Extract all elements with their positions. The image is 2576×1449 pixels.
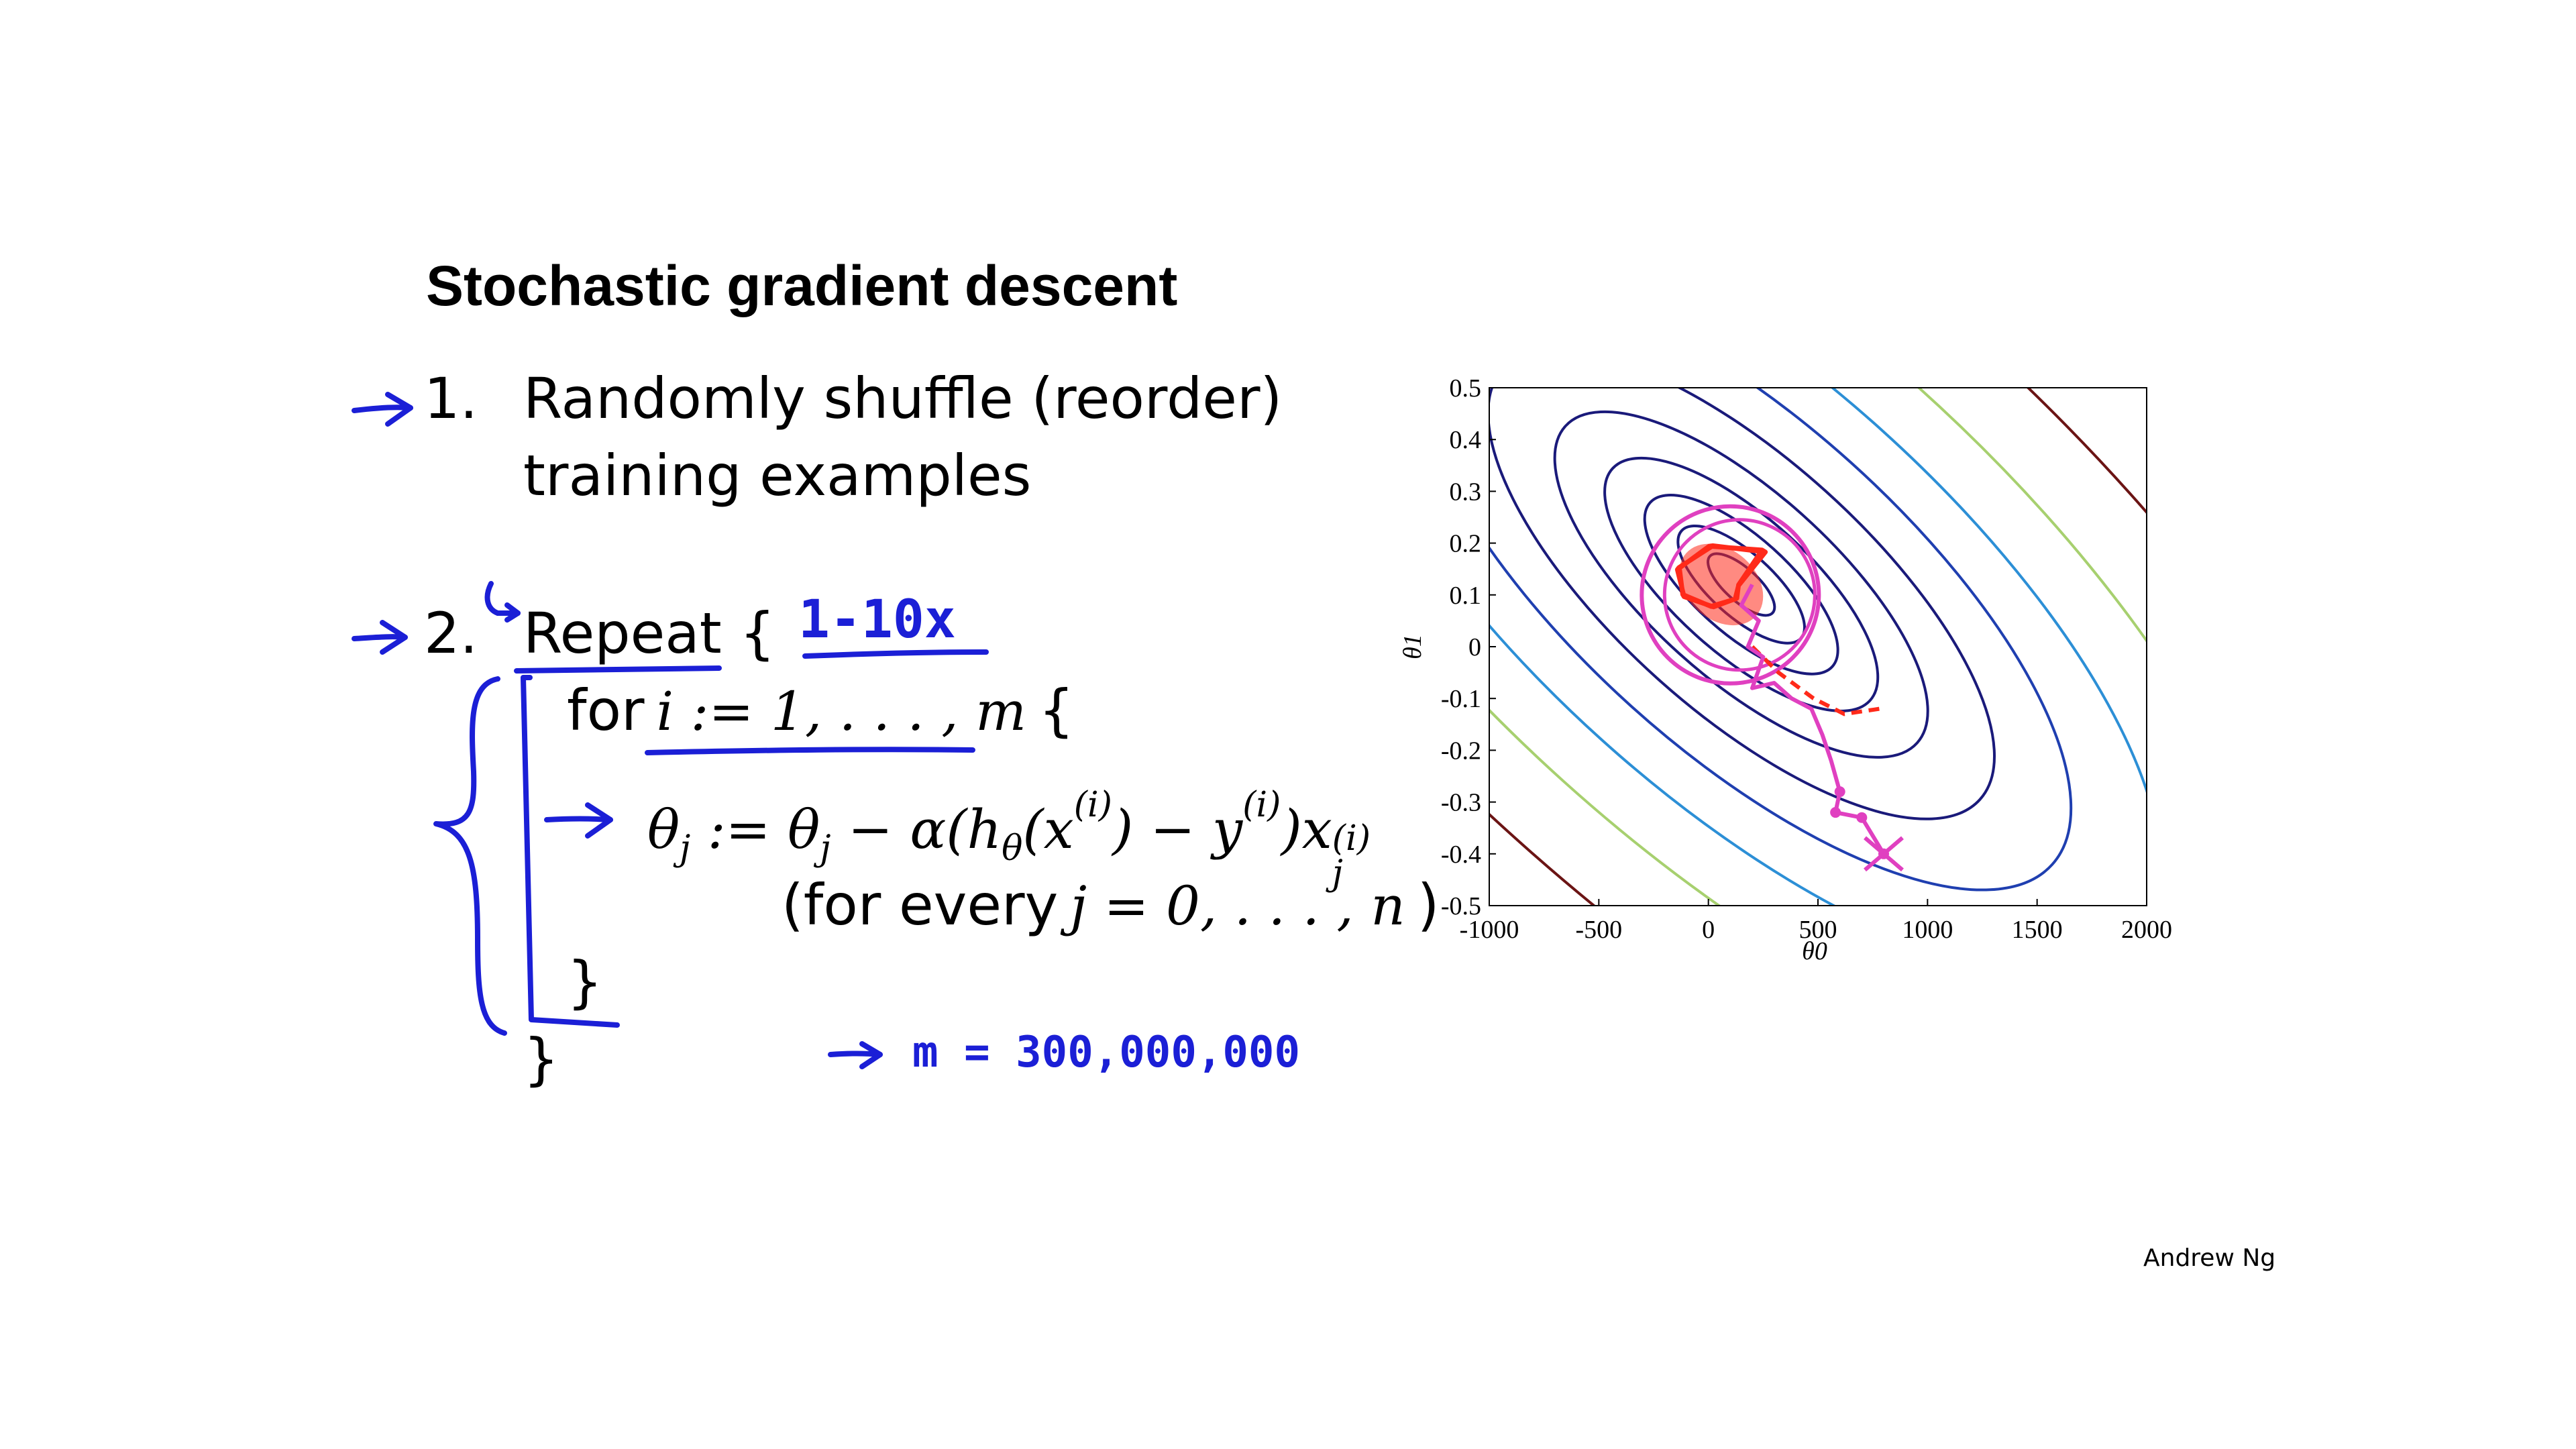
update-x: (x (1022, 798, 1074, 861)
sgd-path (1739, 583, 1886, 855)
contour-level (1603, 456, 1880, 712)
arrow-step1-icon (352, 392, 413, 427)
hook-arrow-icon (484, 581, 521, 623)
for-every-range: j = 0, . . . , n (1070, 875, 1405, 937)
y-tick-label: -0.5 (1441, 892, 1481, 920)
outer-curly-brace (433, 676, 507, 1036)
x-tick-label: -1000 (1460, 916, 1519, 944)
contour-level (1489, 388, 2147, 906)
x-tick-label: 2000 (2121, 916, 2172, 944)
for-range: i := 1, . . . , m (656, 680, 1026, 743)
sgd-path-point (1830, 807, 1841, 818)
x-tick-label: 500 (1799, 916, 1837, 944)
update-xj-scripts: (i) j (1332, 821, 1371, 891)
for-loop-line: for i := 1, . . . , m { (567, 678, 1074, 743)
contour-lines (1489, 388, 2147, 906)
x-tick-label: 1000 (1902, 916, 1953, 944)
update-mid: − α(h (830, 798, 1002, 861)
step1-number: 1. (424, 366, 478, 431)
contour-level (1553, 410, 1929, 759)
start-x-marker (1864, 836, 1904, 872)
y-axis-label: θ1 (1399, 634, 1427, 659)
repeat-count-underline (802, 649, 989, 659)
update-sup2: (i) (1242, 785, 1281, 825)
y-tick-label: -0.3 (1441, 789, 1481, 817)
inner-loop-bracket (521, 675, 620, 1028)
author-footer: Andrew Ng (2143, 1244, 2276, 1272)
plot-frame (1489, 387, 2147, 906)
for-keyword: for (567, 678, 645, 743)
arrow-step2-icon (352, 620, 408, 655)
step2-number: 2. (424, 600, 478, 666)
arrow-update-icon (544, 802, 613, 839)
outer-close-brace: } (523, 1026, 559, 1092)
update-y: ) − y (1112, 798, 1243, 861)
repeat-underline (514, 665, 722, 674)
for-every-line: (for every j = 0, . . . , n ) (782, 872, 1440, 938)
annotation-circle-inner (1662, 518, 1817, 672)
sgd-path-point (1834, 786, 1845, 798)
update-lhs-sub: j (680, 828, 691, 869)
y-axis-ticks: 0.5 0.4 0.3 0.2 0.1 0 -0.1 -0.2 -0.3 -0.4 -0.5 (1441, 374, 1496, 920)
sgd-overlay (1640, 504, 1904, 872)
update-xj: )x (1281, 798, 1332, 861)
update-h-sub: θ (1002, 828, 1023, 869)
step1-line2: training examples (523, 443, 1032, 508)
repeat-count-annotation: 1-10x (798, 590, 956, 650)
update-assign: := θ (690, 798, 820, 861)
y-tick-label: 0.2 (1450, 530, 1482, 558)
y-tick-label: -0.1 (1441, 685, 1481, 713)
y-tick-label: 0.4 (1450, 426, 1482, 454)
x-tick-label: 1500 (2012, 916, 2063, 944)
step1-line1: Randomly shuffle (reorder) (523, 366, 1283, 431)
y-tick-label: 0.1 (1450, 582, 1482, 610)
y-tick-label: 0.5 (1450, 374, 1482, 402)
m-value-annotation: m = 300,000,000 (912, 1028, 1300, 1077)
x-tick-label: -500 (1576, 916, 1623, 944)
y-tick-label: -0.2 (1441, 737, 1481, 765)
update-rule: θj := θj − α(hθ(x(i)) − y(i))x (i) j (647, 785, 1371, 891)
contour-level (1489, 388, 1996, 820)
slide-title: Stochastic gradient descent (426, 254, 1178, 317)
sgd-path-point (1856, 812, 1868, 823)
x-axis-label: θ0 (1802, 937, 1827, 965)
contour-level (1643, 494, 1839, 676)
contour-level (1489, 388, 2073, 892)
repeat-label: Repeat { (523, 600, 775, 666)
contour-level (1489, 388, 2147, 906)
for-every-close: ) (1417, 872, 1440, 938)
y-tick-label: 0 (1468, 633, 1481, 661)
update-sub3: j (1332, 853, 1343, 894)
update-sup3: (i) (1332, 818, 1371, 859)
annotation-circle (1640, 504, 1821, 686)
y-tick-label: -0.4 (1441, 841, 1481, 869)
update-sub2: j (820, 828, 831, 869)
inner-close-brace: } (567, 949, 603, 1015)
for-open-brace: { (1038, 678, 1075, 743)
x-axis-ticks: -1000 -500 0 500 1000 1500 2000 (1460, 899, 2172, 944)
for-range-underline (645, 747, 975, 755)
for-every-open: (for every (782, 872, 1059, 938)
red-trail (1750, 645, 1880, 716)
update-lhs: θ (647, 798, 680, 861)
arrow-m-icon (828, 1041, 883, 1069)
contour-level (1489, 388, 2147, 906)
x-tick-label: 0 (1702, 916, 1715, 944)
update-sup1: (i) (1073, 785, 1112, 825)
y-tick-label: 0.3 (1450, 478, 1482, 506)
